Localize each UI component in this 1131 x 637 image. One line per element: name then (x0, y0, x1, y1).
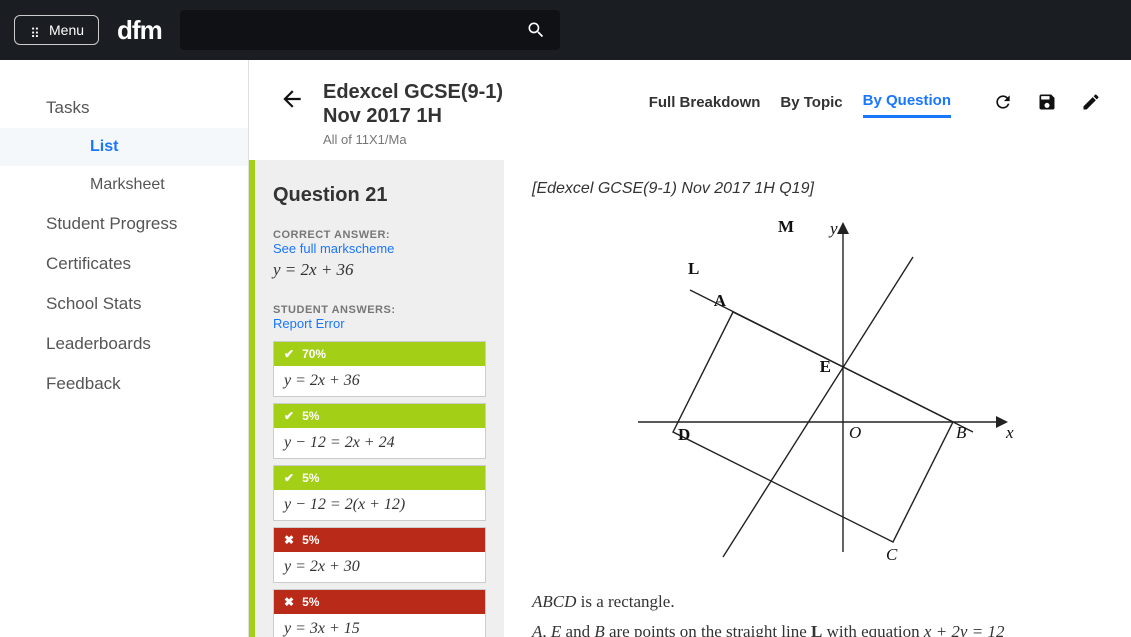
student-answer-row: ✔ 5% y − 12 = 2(x + 12) (273, 465, 486, 521)
markscheme-link[interactable]: See full markscheme (273, 241, 486, 256)
search-icon (526, 20, 546, 40)
report-error-link[interactable]: Report Error (273, 316, 486, 331)
edit-icon[interactable] (1081, 92, 1101, 112)
answer-percentage: 5% (302, 533, 319, 547)
check-icon: ✔ (284, 409, 294, 423)
topbar: Menu dfm (0, 0, 1131, 60)
correct-answer-value: y = 2x + 36 (273, 256, 486, 284)
sidebar: Tasks List Marksheet Student Progress Ce… (0, 60, 249, 637)
answer-status-incorrect: ✖ 5% (274, 528, 485, 552)
answer-status-correct: ✔ 70% (274, 342, 485, 366)
sidebar-item-feedback[interactable]: Feedback (0, 364, 248, 404)
sidebar-item-marksheet[interactable]: Marksheet (0, 166, 248, 204)
back-arrow-icon[interactable] (279, 86, 305, 119)
question-content: [Edexcel GCSE(9-1) Nov 2017 1H Q19] (504, 160, 1131, 637)
question-side-panel: Question 21 CORRECT ANSWER: See full mar… (249, 160, 504, 637)
answer-percentage: 5% (302, 595, 319, 609)
sidebar-item-student-progress[interactable]: Student Progress (0, 204, 248, 244)
svg-text:M: M (778, 217, 794, 236)
svg-text:A: A (713, 291, 726, 310)
sidebar-item-school-stats[interactable]: School Stats (0, 284, 248, 324)
student-answer-row: ✔ 70% y = 2x + 36 (273, 341, 486, 397)
answer-percentage: 5% (302, 471, 319, 485)
main-content: Edexcel GCSE(9-1) Nov 2017 1H All of 11X… (249, 60, 1131, 637)
svg-text:x: x (1005, 423, 1014, 442)
student-answer-row: ✔ 5% y − 12 = 2x + 24 (273, 403, 486, 459)
cross-icon: ✖ (284, 595, 294, 609)
sidebar-item-list[interactable]: List (0, 128, 248, 166)
tab-by-topic[interactable]: By Topic (780, 94, 842, 117)
page-subtitle: All of 11X1/Ma (323, 132, 503, 147)
question-diagram: M L A E D O B C x y (618, 212, 1018, 572)
sidebar-item-tasks[interactable]: Tasks (0, 88, 248, 128)
check-icon: ✔ (284, 471, 294, 485)
correct-answer-label: CORRECT ANSWER: (273, 229, 486, 241)
question-number-title: Question 21 (273, 184, 486, 207)
answer-expression: y = 2x + 30 (274, 552, 485, 582)
tabs: Full Breakdown By Topic By Question (649, 80, 951, 118)
answer-percentage: 70% (302, 347, 326, 361)
answer-status-correct: ✔ 5% (274, 466, 485, 490)
svg-text:E: E (819, 357, 830, 376)
refresh-icon[interactable] (993, 92, 1013, 112)
cross-icon: ✖ (284, 533, 294, 547)
answer-expression: y − 12 = 2x + 24 (274, 428, 485, 458)
check-icon: ✔ (284, 347, 294, 361)
answer-status-incorrect: ✖ 5% (274, 590, 485, 614)
svg-text:D: D (678, 425, 690, 444)
answer-expression: y − 12 = 2(x + 12) (274, 490, 485, 520)
menu-button[interactable]: Menu (14, 15, 99, 45)
page-title: Edexcel GCSE(9-1) Nov 2017 1H (323, 80, 503, 128)
menu-label: Menu (49, 22, 84, 38)
question-text: ABCD is a rectangle. A, E and B are poin… (532, 592, 1103, 637)
brand-logo[interactable]: dfm (117, 15, 162, 46)
answer-status-correct: ✔ 5% (274, 404, 485, 428)
tab-by-question[interactable]: By Question (863, 92, 951, 118)
save-icon[interactable] (1037, 92, 1057, 112)
answer-expression: y = 2x + 36 (274, 366, 485, 396)
tab-full-breakdown[interactable]: Full Breakdown (649, 94, 761, 117)
content-header: Edexcel GCSE(9-1) Nov 2017 1H All of 11X… (249, 60, 1131, 160)
student-answers-label: STUDENT ANSWERS: (273, 304, 486, 316)
svg-text:B: B (956, 423, 967, 442)
menu-icon (29, 25, 41, 35)
question-source: [Edexcel GCSE(9-1) Nov 2017 1H Q19] (532, 180, 1103, 198)
title-block: Edexcel GCSE(9-1) Nov 2017 1H All of 11X… (323, 80, 503, 147)
search-input[interactable] (180, 10, 560, 50)
answer-expression: y = 3x + 15 (274, 614, 485, 637)
svg-text:L: L (688, 259, 699, 278)
answer-percentage: 5% (302, 409, 319, 423)
student-answer-row: ✖ 5% y = 2x + 30 (273, 527, 486, 583)
svg-text:y: y (828, 219, 838, 238)
svg-text:C: C (886, 545, 898, 564)
svg-text:O: O (849, 423, 861, 442)
sidebar-item-certificates[interactable]: Certificates (0, 244, 248, 284)
header-actions (993, 80, 1101, 112)
student-answer-row: ✖ 5% y = 3x + 15 (273, 589, 486, 637)
sidebar-item-leaderboards[interactable]: Leaderboards (0, 324, 248, 364)
student-answers-list: ✔ 70% y = 2x + 36 ✔ 5% y − 12 = 2x + 24 ✔ 5% y −… (273, 341, 486, 637)
